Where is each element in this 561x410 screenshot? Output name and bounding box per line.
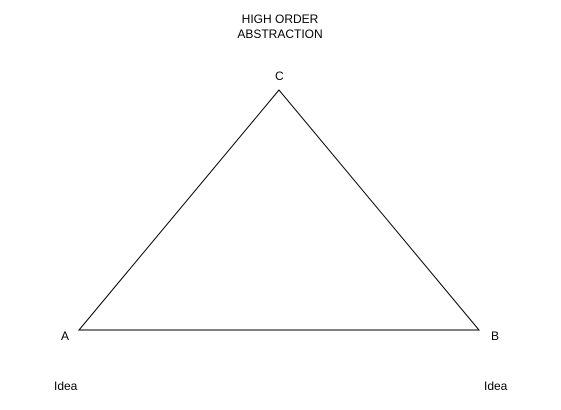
vertex-label-a: A bbox=[61, 329, 70, 343]
diagram-title: HIGH ORDER ABSTRACTION bbox=[200, 12, 360, 42]
vertex-label-c: C bbox=[275, 69, 284, 83]
title-line-1: HIGH ORDER bbox=[241, 12, 319, 26]
title-line-2: ABSTRACTION bbox=[237, 27, 323, 41]
triangle-shape bbox=[77, 89, 481, 331]
vertex-label-b: B bbox=[491, 329, 500, 343]
idea-label-right: Idea bbox=[484, 379, 508, 393]
idea-label-left: Idea bbox=[54, 379, 78, 393]
